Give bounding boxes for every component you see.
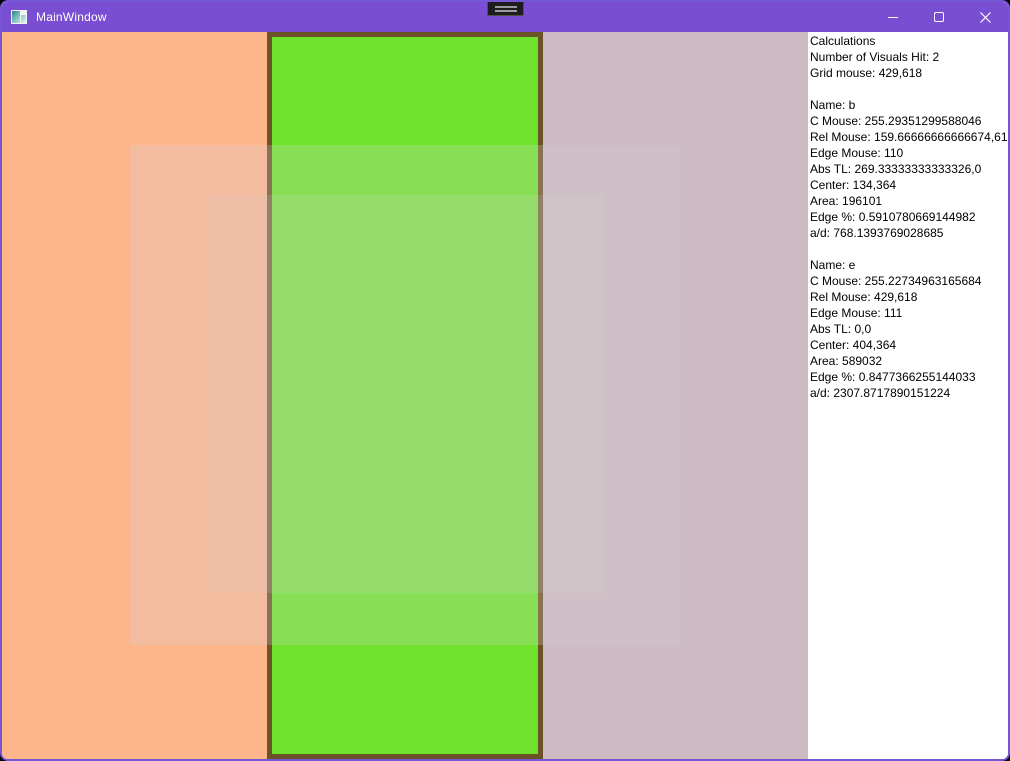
rect-c-mauve[interactable] <box>542 32 808 759</box>
visual-b-name: Name: b <box>810 98 856 112</box>
visual-b-edge-mouse: Edge Mouse: 110 <box>810 146 904 160</box>
visual-e-center: Center: 404,364 <box>810 338 897 352</box>
visual-b-ad-ratio: a/d: 768.1393769028685 <box>810 226 944 240</box>
grid-mouse-value: Grid mouse: 429,618 <box>810 66 923 80</box>
visual-b-abs-tl: Abs TL: 269.33333333333326,0 <box>810 162 982 176</box>
app-window-icon <box>11 10 27 24</box>
visual-b-edge-pct: Edge %: 0.5910780669144982 <box>810 210 976 224</box>
visual-e-name: Name: e <box>810 258 856 272</box>
rect-b-green[interactable] <box>267 32 543 759</box>
grip-line-icon <box>494 5 517 8</box>
visual-e-ad-ratio: a/d: 2307.8717890151224 <box>810 386 951 400</box>
hit-test-canvas[interactable] <box>2 32 808 759</box>
visual-e-edge-mouse: Edge Mouse: 111 <box>810 306 903 320</box>
visual-b-area: Area: 196101 <box>810 194 883 208</box>
minimize-icon <box>888 16 898 18</box>
visuals-hit-count: Number of Visuals Hit: 2 <box>810 50 940 64</box>
panel-title: Calculations <box>810 34 876 48</box>
calculations-panel: Calculations Number of Visuals Hit: 2 Gr… <box>808 32 1008 759</box>
rect-a-orange[interactable] <box>2 32 268 759</box>
close-icon <box>979 11 991 23</box>
overlay-rect-large[interactable] <box>130 145 680 645</box>
visual-e-c-mouse: C Mouse: 255.22734963165684 <box>810 274 982 288</box>
visual-e-abs-tl: Abs TL: 0,0 <box>810 322 872 336</box>
spacer <box>810 81 1008 97</box>
visual-b-center: Center: 134,364 <box>810 178 897 192</box>
visual-e-rel-mouse: Rel Mouse: 429,618 <box>810 290 918 304</box>
vs-debug-toolbar-grip[interactable] <box>487 2 524 16</box>
maximize-icon <box>934 12 944 22</box>
visual-b-rel-mouse: Rel Mouse: 159.66666666666674,618 <box>810 130 1008 144</box>
visual-e-area: Area: 589032 <box>810 354 883 368</box>
grip-line-icon <box>494 9 517 12</box>
overlay-rect-small[interactable] <box>205 195 604 593</box>
close-button[interactable] <box>962 2 1008 32</box>
visual-e-edge-pct: Edge %: 0.8477366255144033 <box>810 370 976 384</box>
maximize-button[interactable] <box>916 2 962 32</box>
caption-buttons <box>870 2 1008 32</box>
minimize-button[interactable] <box>870 2 916 32</box>
window-title: MainWindow <box>36 10 107 24</box>
window-content: Calculations Number of Visuals Hit: 2 Gr… <box>2 32 1008 759</box>
spacer <box>810 241 1008 257</box>
visual-b-c-mouse: C Mouse: 255.29351299588046 <box>810 114 982 128</box>
